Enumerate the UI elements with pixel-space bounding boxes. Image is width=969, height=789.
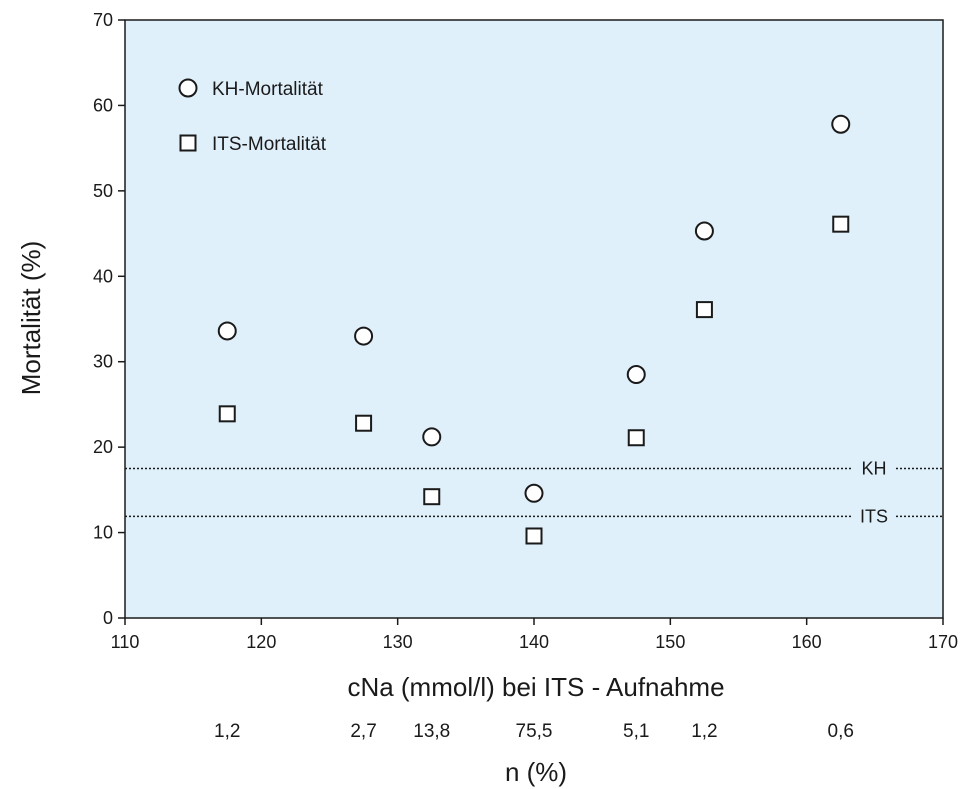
kh-mortality-point — [694, 221, 714, 241]
x-tick-label: 170 — [928, 632, 958, 652]
its-mortality-point — [832, 215, 850, 233]
y-tick-label: 40 — [93, 266, 113, 286]
x-tick-label: 160 — [792, 632, 822, 652]
n-percent-value: 1,2 — [214, 721, 240, 742]
y-axis-title: Mortalität (%) — [16, 241, 46, 396]
y-tick-label: 70 — [93, 10, 113, 30]
n-percent-value: 0,6 — [828, 721, 854, 742]
y-tick-label: 0 — [103, 608, 113, 628]
n-percent-value: 2,7 — [350, 721, 376, 742]
legend-label: ITS-Mortalität — [212, 134, 327, 155]
x-axis: 110 120 130 140 150 160 170 — [111, 618, 958, 652]
kh-mortality-point — [831, 114, 851, 134]
reference-label-its: ITS — [860, 506, 888, 526]
legend: KH-Mortalität ITS-Mortalität — [178, 78, 327, 155]
kh-mortality-point — [354, 326, 374, 346]
its-mortality-point — [525, 527, 543, 545]
kh-mortality-point — [422, 427, 442, 447]
its-mortality-point — [423, 488, 441, 506]
data-markers — [217, 114, 851, 545]
kh-mortality-point — [524, 483, 544, 503]
n-percent-value: 5,1 — [623, 721, 649, 742]
x-tick-label: 150 — [655, 632, 685, 652]
y-tick-label: 50 — [93, 181, 113, 201]
y-tick-label: 30 — [93, 352, 113, 372]
x-tick-label: 140 — [519, 632, 549, 652]
n-percent-row: 1,2 2,7 13,8 75,5 5,1 1,2 0,6 — [214, 721, 854, 742]
reference-lines: KH ITS — [125, 459, 943, 526]
its-mortality-point — [355, 414, 373, 432]
y-tick-label: 10 — [93, 523, 113, 543]
kh-mortality-point — [626, 365, 646, 385]
its-mortality-point — [695, 301, 713, 319]
reference-label-kh: KH — [861, 459, 886, 479]
x-tick-label: 120 — [246, 632, 276, 652]
plot-background — [124, 19, 944, 619]
kh-mortality-point — [217, 321, 237, 341]
x-tick-label: 130 — [383, 632, 413, 652]
legend-circle-marker — [178, 78, 198, 98]
its-mortality-point — [218, 405, 236, 423]
its-mortality-point — [627, 429, 645, 447]
n-percent-value: 1,2 — [691, 721, 717, 742]
y-tick-label: 60 — [93, 95, 113, 115]
legend-square-marker — [179, 134, 197, 152]
n-percent-value: 13,8 — [413, 721, 450, 742]
y-tick-label: 20 — [93, 437, 113, 457]
legend-label: KH-Mortalität — [212, 79, 324, 100]
x-axis-title: cNa (mmol/l) bei ITS - Aufnahme — [347, 672, 724, 702]
n-axis-title: n (%) — [505, 757, 567, 787]
y-axis: 0 10 20 30 40 50 60 70 — [93, 10, 125, 628]
n-percent-value: 75,5 — [516, 721, 553, 742]
x-tick-label: 110 — [111, 632, 140, 652]
